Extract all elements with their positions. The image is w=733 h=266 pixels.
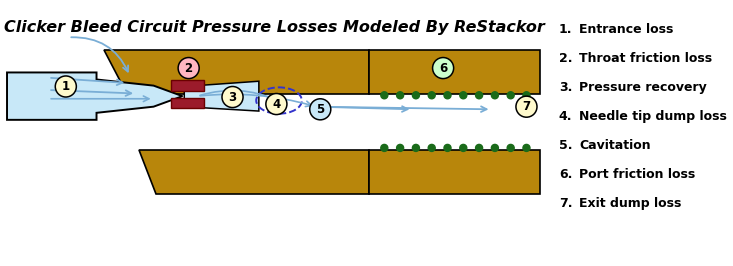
Polygon shape — [139, 150, 369, 194]
Text: Cavitation: Cavitation — [579, 139, 651, 152]
Circle shape — [55, 76, 76, 97]
Bar — [171, 80, 205, 91]
Text: Needle tip dump loss: Needle tip dump loss — [579, 110, 727, 123]
Text: Clicker Bleed Circuit Pressure Losses Modeled By ReStackor: Clicker Bleed Circuit Pressure Losses Mo… — [4, 20, 545, 35]
Text: 5: 5 — [316, 103, 325, 116]
Circle shape — [460, 92, 467, 99]
Text: 7.: 7. — [559, 197, 572, 210]
Text: 2.: 2. — [559, 52, 572, 65]
Circle shape — [444, 92, 451, 99]
Circle shape — [523, 144, 530, 151]
Text: 7: 7 — [523, 100, 531, 113]
Polygon shape — [103, 50, 369, 94]
Text: Pressure recovery: Pressure recovery — [579, 81, 707, 94]
Circle shape — [460, 144, 467, 151]
Circle shape — [413, 92, 419, 99]
Text: Throat friction loss: Throat friction loss — [579, 52, 712, 65]
Circle shape — [476, 144, 482, 151]
Text: 4: 4 — [272, 98, 281, 111]
Text: 3.: 3. — [559, 81, 572, 94]
Circle shape — [178, 57, 199, 78]
Text: 2: 2 — [185, 61, 193, 74]
Text: 1.: 1. — [559, 23, 572, 36]
Polygon shape — [369, 150, 539, 194]
Circle shape — [413, 144, 419, 151]
Text: 3: 3 — [229, 90, 237, 103]
Polygon shape — [369, 50, 539, 94]
Circle shape — [432, 57, 454, 78]
Circle shape — [476, 92, 482, 99]
Text: 6: 6 — [439, 61, 447, 74]
Circle shape — [266, 94, 287, 115]
Circle shape — [507, 144, 514, 151]
Text: Port friction loss: Port friction loss — [579, 168, 696, 181]
Text: 4.: 4. — [559, 110, 572, 123]
Circle shape — [516, 96, 537, 117]
Bar — [171, 98, 205, 109]
Text: Exit dump loss: Exit dump loss — [579, 197, 682, 210]
Circle shape — [381, 144, 388, 151]
Text: Entrance loss: Entrance loss — [579, 23, 674, 36]
Circle shape — [428, 92, 435, 99]
Circle shape — [444, 144, 451, 151]
Circle shape — [428, 144, 435, 151]
Text: 1: 1 — [62, 80, 70, 93]
Polygon shape — [184, 81, 259, 111]
Circle shape — [397, 144, 404, 151]
Circle shape — [397, 92, 404, 99]
Circle shape — [381, 92, 388, 99]
Circle shape — [222, 86, 243, 107]
Circle shape — [491, 144, 498, 151]
Text: 6.: 6. — [559, 168, 572, 181]
Circle shape — [507, 92, 514, 99]
Circle shape — [310, 99, 331, 120]
Circle shape — [491, 92, 498, 99]
Text: 5.: 5. — [559, 139, 572, 152]
Polygon shape — [7, 72, 183, 120]
Circle shape — [523, 92, 530, 99]
